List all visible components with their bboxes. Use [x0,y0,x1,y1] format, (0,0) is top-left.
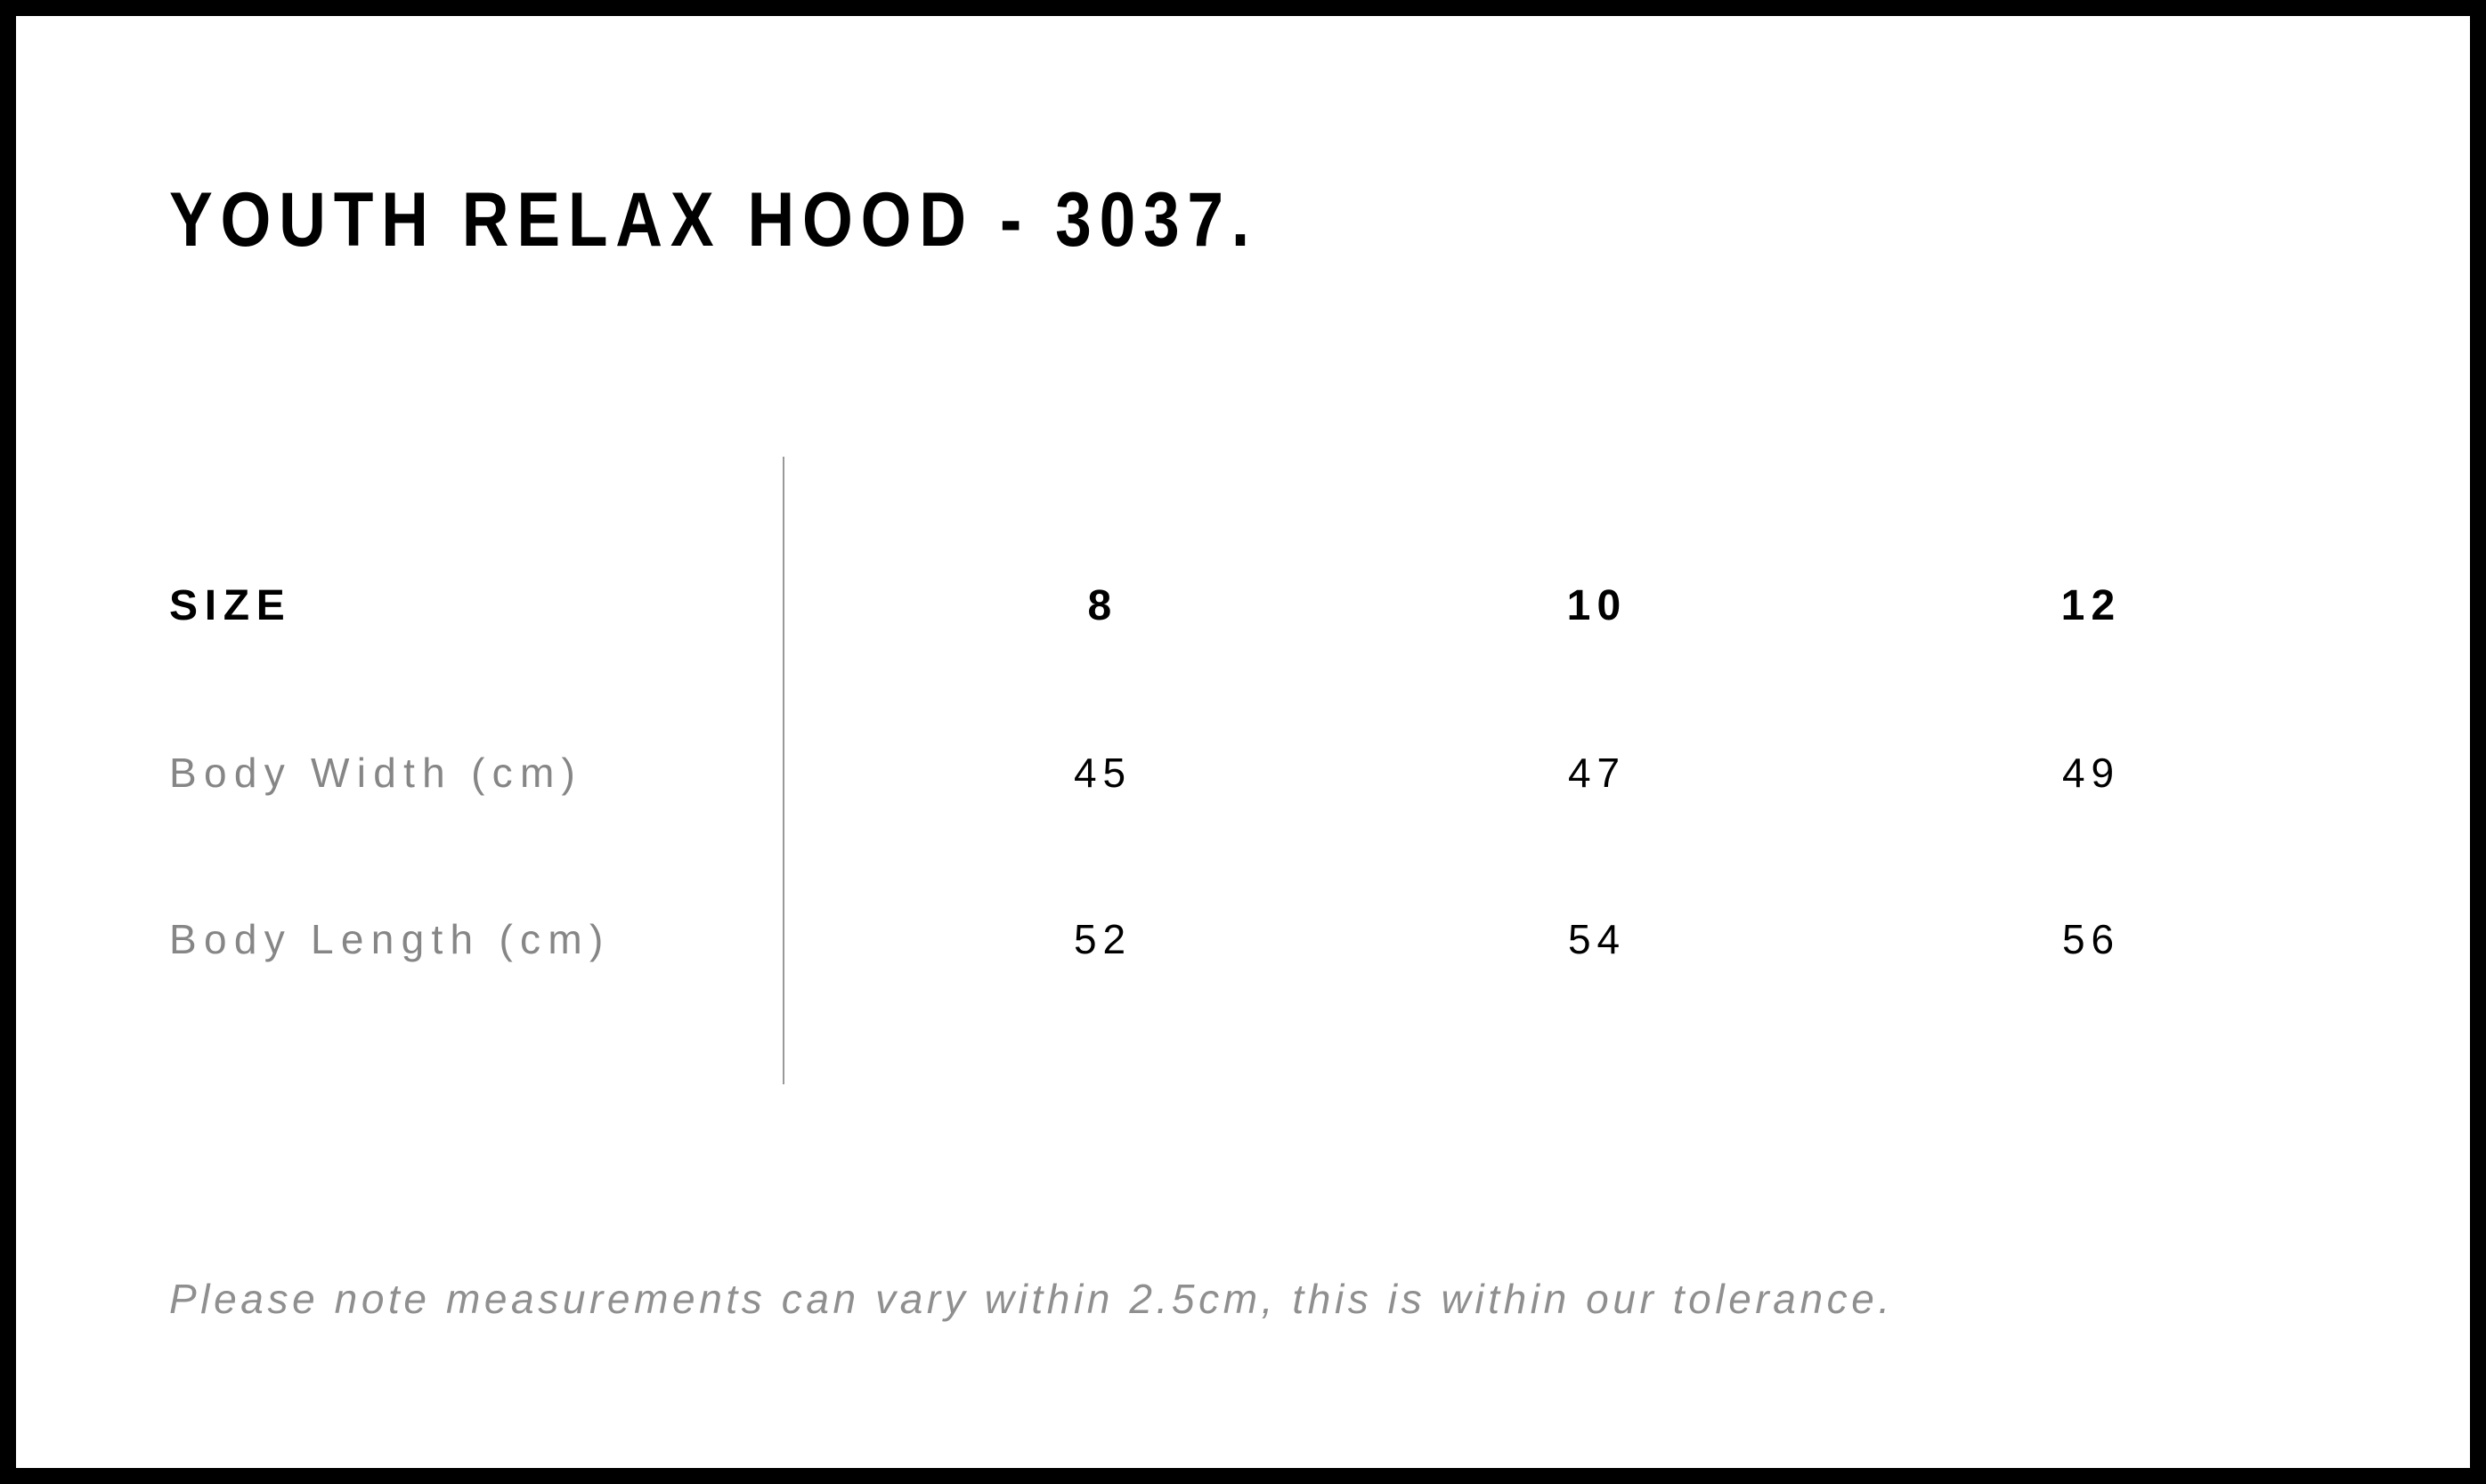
body-width-size-10: 47 [1568,750,1626,796]
row-label-body-length: Body Length (cm) [169,916,611,962]
tolerance-note: Please note measurements can vary within… [169,1276,1894,1322]
size-table: SIZE 8 10 12 Body Width (cm) 45 47 49 Bo… [169,457,2338,1084]
row-label-body-width: Body Width (cm) [169,750,583,796]
table-header-row: SIZE 8 10 12 [169,575,2338,636]
size-header-10: 10 [1566,581,1628,629]
body-length-size-8: 52 [1074,916,1132,962]
table-row-body-length: Body Length (cm) 52 54 56 [169,909,2338,969]
table-row-body-width: Body Width (cm) 45 47 49 [169,742,2338,803]
body-length-size-12: 56 [2062,916,2120,962]
table-divider-line [783,457,784,1084]
size-header-8: 8 [1087,581,1118,629]
body-length-size-10: 54 [1568,916,1626,962]
body-width-size-12: 49 [2062,750,2120,796]
size-header-12: 12 [2060,581,2122,629]
body-width-size-8: 45 [1074,750,1132,796]
page-title: YOUTH RELAX HOOD - 3037. [169,177,1257,263]
size-column-header: SIZE [169,581,292,629]
